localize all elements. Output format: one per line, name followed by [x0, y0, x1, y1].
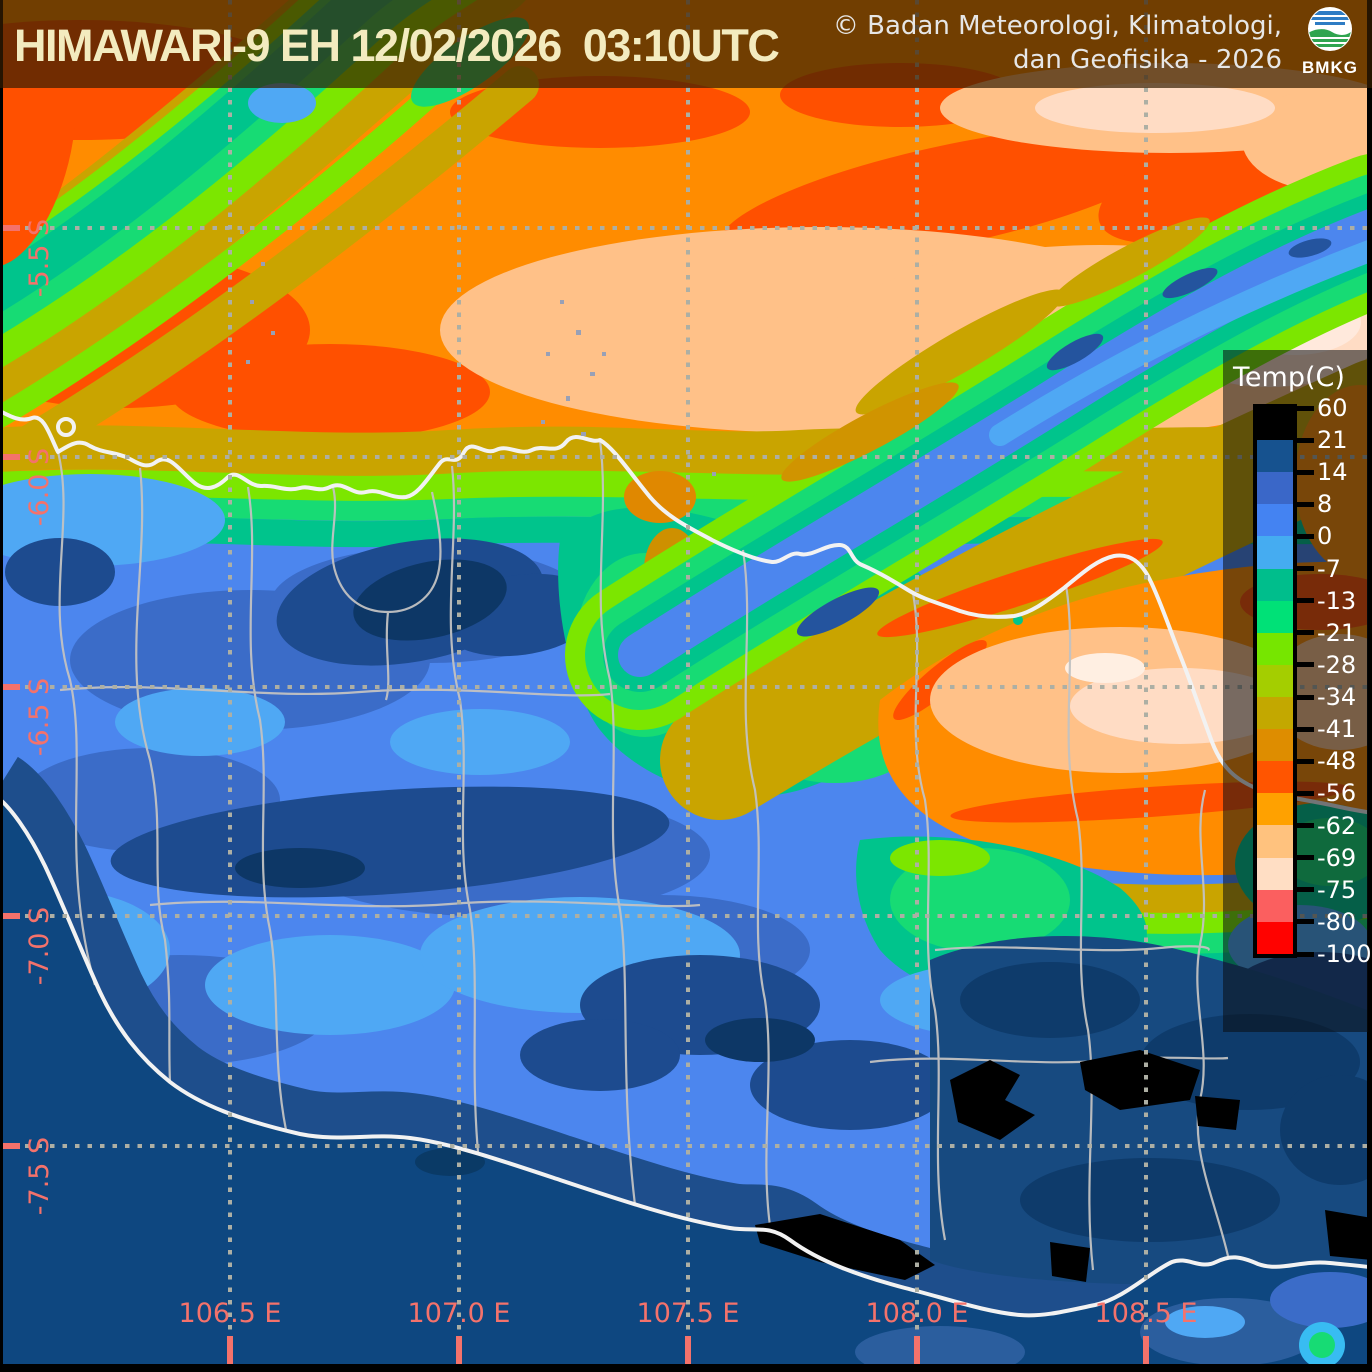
legend-tick	[1297, 726, 1314, 732]
legend-tick	[1297, 694, 1314, 700]
latitude-label: -6.0 S	[24, 448, 55, 526]
legend-tick	[1297, 951, 1314, 957]
legend-tick	[1297, 758, 1314, 764]
legend-tick-label: 8	[1317, 490, 1333, 519]
legend-tick	[1297, 437, 1314, 443]
legend-tick	[1297, 501, 1314, 507]
longitude-label: 106.5 E	[179, 1298, 282, 1329]
legend-tick-label: -69	[1317, 843, 1357, 872]
legend-title: Temp(C)	[1233, 362, 1345, 393]
legend-tick-label: 14	[1317, 458, 1348, 487]
legend-tick	[1297, 919, 1314, 925]
legend-color-segment	[1257, 761, 1293, 794]
legend-color-segment	[1257, 536, 1293, 569]
legend-tick	[1297, 887, 1314, 893]
legend-tick-label: -80	[1317, 907, 1357, 936]
coastline	[0, 408, 1372, 1318]
legend-tick-label: 0	[1317, 522, 1333, 551]
legend-tick	[1297, 790, 1314, 796]
legend-tick-label: -41	[1317, 715, 1357, 744]
legend-color-segment	[1257, 825, 1293, 858]
latitude-label: -7.0 S	[24, 907, 55, 985]
legend-color-segment	[1257, 440, 1293, 473]
bmkg-logo-icon	[1308, 7, 1352, 51]
legend-tick	[1297, 598, 1314, 604]
copyright-line1: © Badan Meteorologi, Klimatologi,	[832, 11, 1282, 41]
legend-color-segment	[1257, 857, 1293, 890]
legend-color-segment	[1257, 664, 1293, 697]
legend-tick	[1297, 823, 1314, 829]
legend-tick-label: -100	[1317, 940, 1372, 968]
legend-tick	[1297, 662, 1314, 668]
legend-color-segment	[1257, 729, 1293, 762]
legend-tick-label: -48	[1317, 747, 1357, 776]
product-title: HIMAWARI-9 EH 12/02/2026 03:10UTC	[14, 20, 780, 71]
header-bar: HIMAWARI-9 EH 12/02/2026 03:10UTC © Bada…	[0, 0, 1372, 88]
legend-tick-label: -7	[1317, 554, 1341, 583]
longitude-labels: 106.5 E 107.0 E 107.5 E 108.0 E 108.5 E	[179, 1298, 1198, 1329]
latitude-label: -7.5 S	[24, 1137, 55, 1215]
longitude-label: 107.5 E	[637, 1298, 740, 1329]
edge-ticks	[0, 225, 1149, 1364]
legend-color-segment	[1257, 793, 1293, 826]
legend-color-segment	[1257, 889, 1293, 922]
legend-color-segment	[1257, 472, 1293, 505]
latitude-label: -5.5 S	[24, 219, 55, 297]
longitude-label: 107.0 E	[408, 1298, 511, 1329]
legend-color-segment	[1257, 568, 1293, 601]
legend-color-segment	[1257, 600, 1293, 633]
legend-tick	[1297, 855, 1314, 861]
legend-tick	[1297, 630, 1314, 636]
legend-color-segment	[1257, 408, 1293, 441]
latitude-labels: -5.5 S -6.0 S -6.5 S -7.0 S -7.5 S	[24, 219, 55, 1215]
admin-boundaries	[56, 439, 1230, 1271]
latitude-label: -6.5 S	[24, 678, 55, 756]
legend-tick-label: -34	[1317, 683, 1357, 712]
legend-tick-label: 60	[1317, 394, 1348, 422]
legend-tick-label: 21	[1317, 426, 1348, 455]
longitude-label: 108.0 E	[866, 1298, 969, 1329]
legend-color-segment	[1257, 632, 1293, 665]
legend-tick-label: -28	[1317, 650, 1357, 679]
legend-colorbar	[1253, 404, 1297, 958]
legend-tick-label: -56	[1317, 779, 1357, 808]
copyright-line2: dan Geofisika - 2026	[1013, 45, 1282, 75]
legend-tick	[1297, 405, 1314, 411]
legend-tick	[1297, 566, 1314, 572]
warm-black-patches	[755, 1050, 1372, 1282]
legend-tick-label: -75	[1317, 875, 1357, 904]
legend-color-segment	[1257, 921, 1293, 954]
bmkg-logo: BMKG	[1294, 5, 1366, 85]
longitude-label: 108.5 E	[1095, 1298, 1198, 1329]
temp-legend: Temp(C) 60 21 14 8 0 -7 -13 -21 -28 -34 -41 -48 -56 -…	[1223, 350, 1372, 1032]
legend-color-segment	[1257, 504, 1293, 537]
legend-color-segment	[1257, 696, 1293, 730]
city-speckles	[240, 230, 716, 476]
bmkg-logo-label: BMKG	[1302, 58, 1358, 77]
legend-tick-label: -21	[1317, 618, 1357, 647]
legend-tick	[1297, 533, 1314, 539]
legend-tick	[1297, 469, 1314, 475]
legend-tick-label: -13	[1317, 586, 1357, 615]
copyright-text: © Badan Meteorologi, Klimatologi, dan Ge…	[833, 9, 1282, 77]
legend-tick-label: -62	[1317, 811, 1357, 840]
